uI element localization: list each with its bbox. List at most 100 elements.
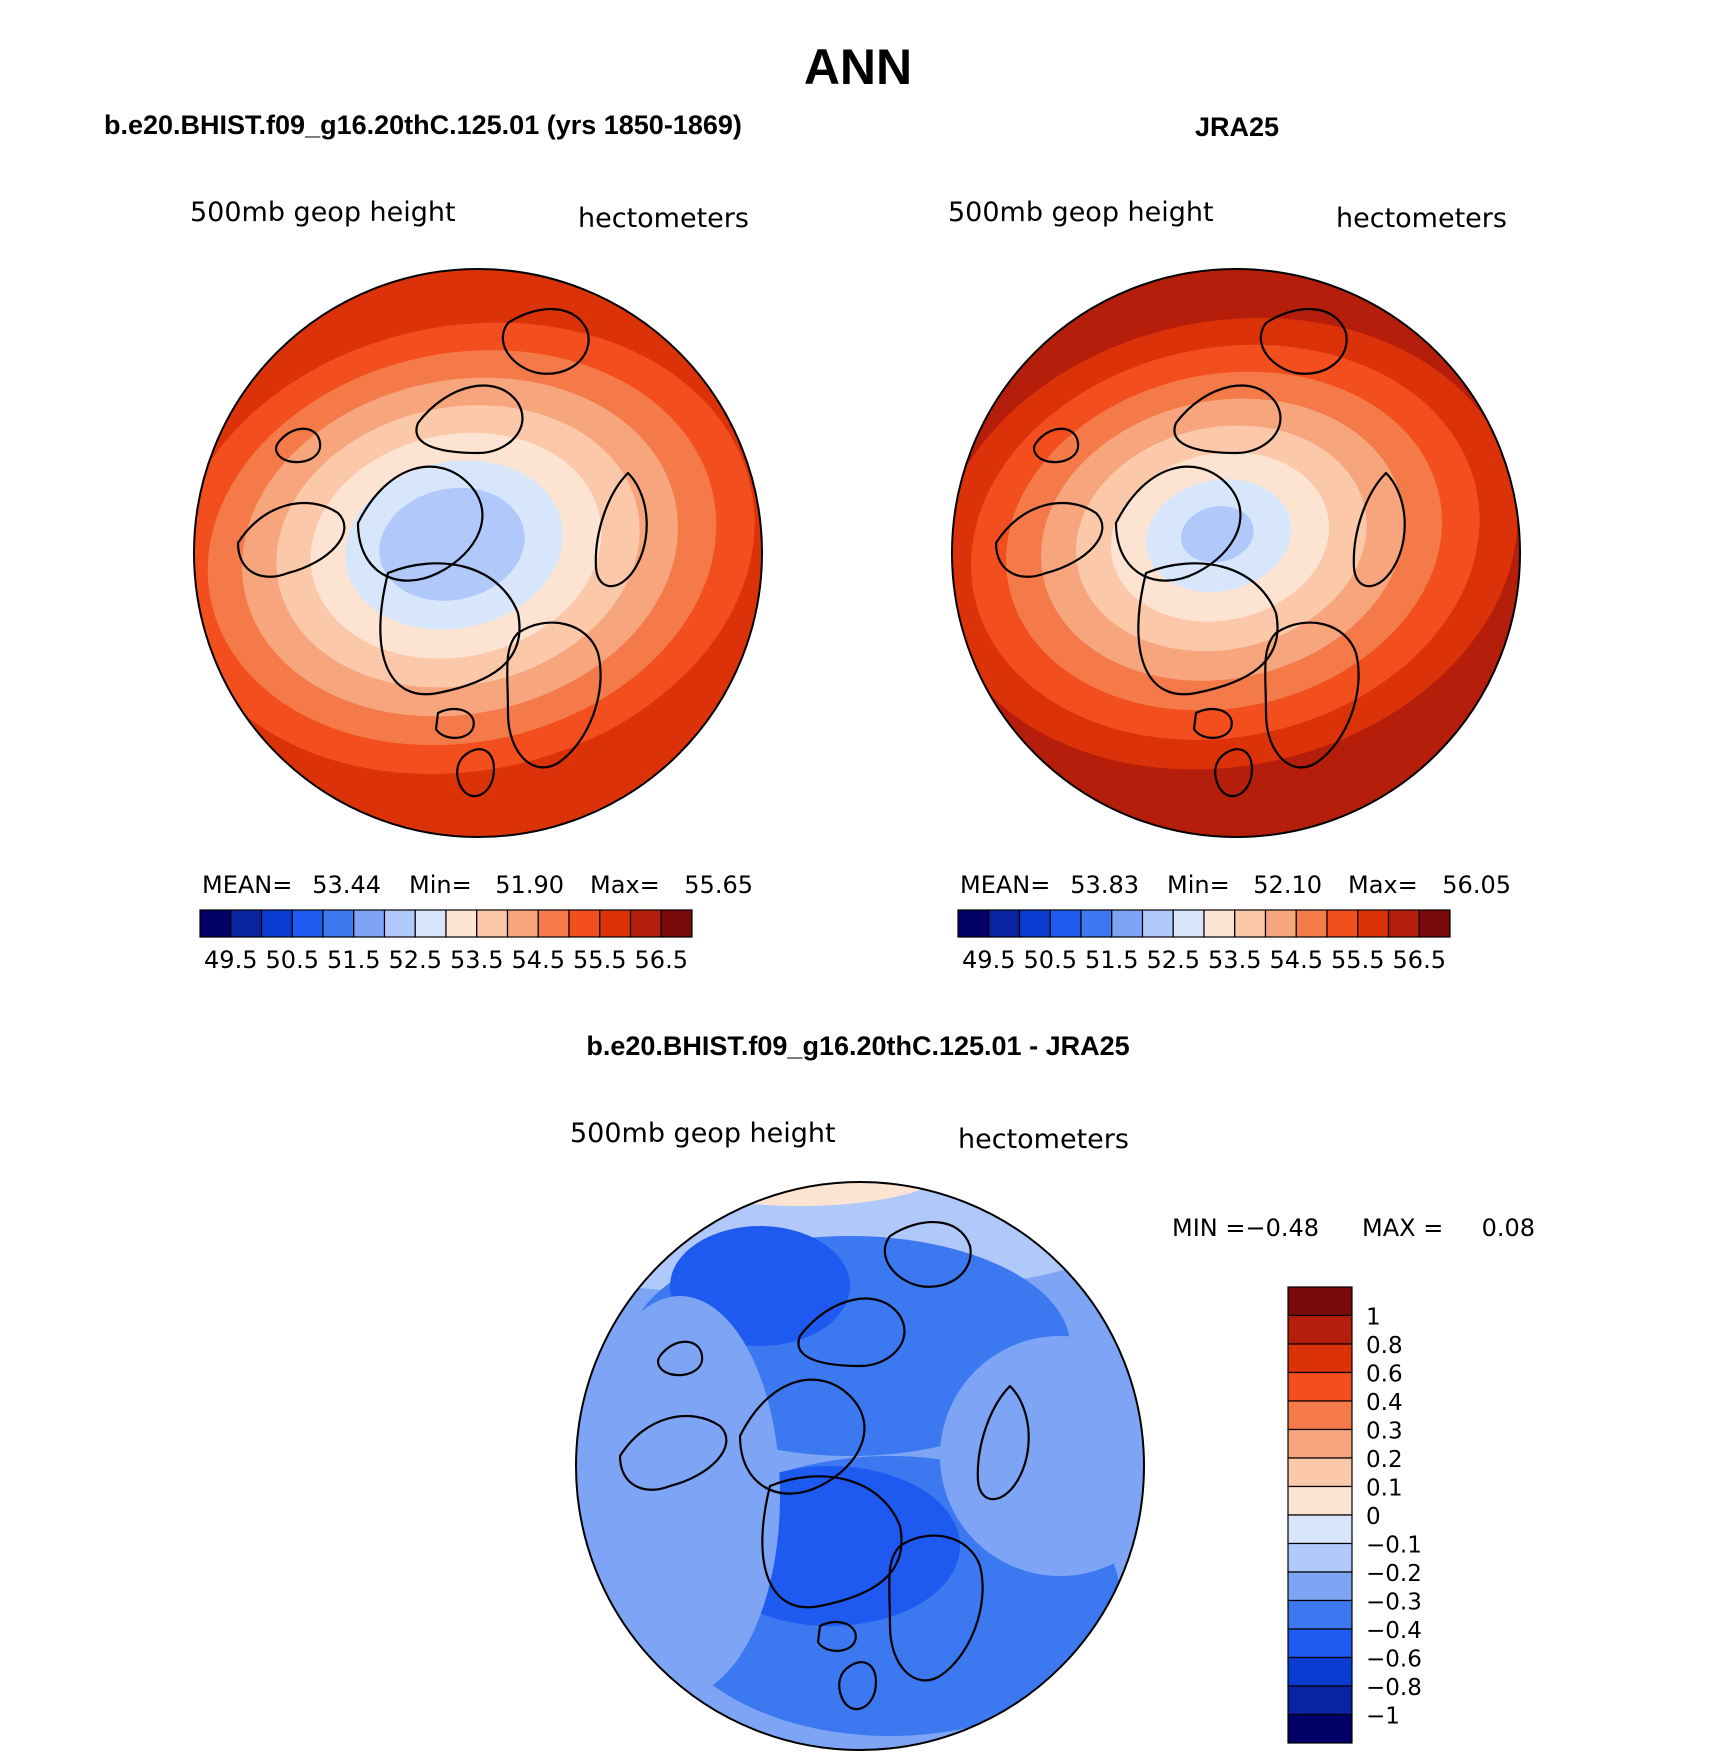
panel-a-map-border bbox=[193, 268, 763, 838]
panel-c-variable: 500mb geop height bbox=[570, 1118, 836, 1149]
panel-a-colorbar-box bbox=[260, 909, 293, 938]
panel-a-colorbar-box bbox=[629, 909, 662, 938]
panel-b-colorbar-tick: 54.5 bbox=[1270, 946, 1323, 974]
panel-a-colorbar-box bbox=[599, 909, 632, 938]
panel-c-colorbar-box bbox=[1287, 1599, 1353, 1630]
panel-a-coastline bbox=[456, 748, 496, 798]
panel-b-min-value: 52.10 bbox=[1253, 871, 1322, 899]
panel-a-contour-band bbox=[413, 515, 487, 572]
panel-a-colorbar-tick: 53.5 bbox=[450, 946, 503, 974]
panel-c-units: hectometers bbox=[958, 1124, 1129, 1155]
panel-a-colorbar-box bbox=[445, 909, 478, 938]
panel-b-contour-band bbox=[1181, 506, 1254, 563]
panel-b-colorbar-box bbox=[1141, 909, 1174, 938]
panel-a-max-label: Max= bbox=[590, 871, 660, 899]
panel-b-min-label: Min= bbox=[1167, 871, 1230, 899]
panel-b-coastline bbox=[994, 501, 1104, 578]
panel-c-colorbar-label: 0.1 bbox=[1366, 1476, 1403, 1502]
panel-a-colorbar-box bbox=[230, 909, 263, 938]
panel-a-colorbar-box bbox=[537, 909, 570, 938]
panel-c-colorbar-box bbox=[1287, 1343, 1353, 1374]
panel-c-coastline bbox=[738, 1378, 866, 1495]
panel-b-colorbar-tick: 50.5 bbox=[1024, 946, 1077, 974]
panel-c-colorbar-label: −0.4 bbox=[1366, 1618, 1422, 1644]
panel-b-colorbar-box bbox=[1418, 909, 1451, 938]
panel-a-max-value: 55.65 bbox=[684, 871, 753, 899]
panel-c-coastline bbox=[816, 1620, 857, 1652]
panel-a-variable: 500mb geop height bbox=[190, 197, 456, 228]
panel-b-mean-label: MEAN= bbox=[960, 871, 1050, 899]
panel-b-colorbar-box bbox=[1264, 909, 1297, 938]
panel-a-coastline bbox=[356, 465, 484, 582]
panel-b-colorbar-box bbox=[1172, 909, 1205, 938]
panel-c-colorbar-label: −0.1 bbox=[1366, 1533, 1422, 1559]
panel-c-colorbar-box bbox=[1287, 1457, 1353, 1488]
panel-a-mean-value: 53.44 bbox=[312, 871, 381, 899]
panel-a-units: hectometers bbox=[578, 203, 749, 234]
panel-c-contour-band bbox=[580, 1296, 780, 1696]
panel-c-coastline bbox=[883, 1220, 972, 1288]
panel-a-colorbar-box bbox=[660, 909, 693, 938]
panel-c-map-border bbox=[575, 1181, 1145, 1751]
panel-a-title: b.e20.BHIST.f09_g16.20thC.125.01 (yrs 18… bbox=[104, 110, 742, 140]
panel-c-min-value: −0.48 bbox=[1245, 1214, 1319, 1242]
panel-b-colorbar-tick: 52.5 bbox=[1147, 946, 1200, 974]
panel-b-coastline bbox=[1173, 384, 1282, 455]
panel-a-coastlines bbox=[236, 307, 648, 798]
panel-a-colorbar-box bbox=[291, 909, 324, 938]
panel-c-colorbar-label: 0.2 bbox=[1366, 1447, 1403, 1473]
panel-c-colorbar-label: −0.6 bbox=[1366, 1647, 1422, 1673]
panel-b-colorbar-box bbox=[1387, 909, 1420, 938]
panel-b-colorbar-box bbox=[1357, 909, 1390, 938]
panel-b-coastline bbox=[1214, 748, 1254, 798]
panel-b-coastline bbox=[1192, 707, 1233, 739]
panel-c-colorbar-box bbox=[1287, 1685, 1353, 1716]
panel-b-colorbar-box bbox=[1203, 909, 1236, 938]
panel-b-coastline bbox=[1264, 621, 1360, 769]
panel-c-colorbar-label: 0 bbox=[1366, 1504, 1381, 1530]
panel-a-coastline bbox=[236, 501, 346, 578]
panel-b-mean-value: 53.83 bbox=[1070, 871, 1139, 899]
panel-c-colorbar-label: −0.3 bbox=[1366, 1590, 1422, 1616]
panel-b-colorbar-box bbox=[1018, 909, 1051, 938]
panel-c-colorbar-box bbox=[1287, 1371, 1353, 1402]
panel-c-colorbar-box bbox=[1287, 1542, 1353, 1573]
panel-a-colorbar-tick: 51.5 bbox=[327, 946, 380, 974]
panel-c-colorbar-box bbox=[1287, 1656, 1353, 1687]
panel-a-colorbar-tick: 52.5 bbox=[389, 946, 442, 974]
panel-c-map bbox=[576, 1182, 1144, 1750]
panel-c-max-value: 0.08 bbox=[1482, 1214, 1535, 1242]
panel-c-coastline bbox=[761, 1475, 903, 1609]
panel-c-coastline bbox=[838, 1661, 878, 1711]
panel-a-coastline bbox=[274, 427, 322, 464]
panel-b-map bbox=[952, 269, 1520, 837]
panel-b-colorbar-tick: 55.5 bbox=[1331, 946, 1384, 974]
panel-a-coastline bbox=[501, 307, 590, 375]
panel-c-coastline bbox=[976, 1384, 1030, 1501]
panel-b-coastline bbox=[1114, 465, 1242, 582]
panel-c-colorbar-box bbox=[1287, 1485, 1353, 1516]
panel-a-colorbar-box bbox=[568, 909, 601, 938]
panel-b-title: JRA25 bbox=[1195, 112, 1279, 142]
panel-b-variable: 500mb geop height bbox=[948, 197, 1214, 228]
panel-c-max-label: MAX = bbox=[1362, 1214, 1443, 1242]
panel-c-colorbar-label: 0.6 bbox=[1366, 1362, 1403, 1388]
panel-b-colorbar-tick: 56.5 bbox=[1393, 946, 1446, 974]
panel-a-coastline bbox=[434, 707, 475, 739]
panel-a-colorbar-box bbox=[199, 909, 232, 938]
season-title: ANN bbox=[804, 39, 912, 95]
panel-c-coastline bbox=[656, 1340, 704, 1377]
panel-b-map-border bbox=[951, 268, 1521, 838]
panel-c-colorbar-label: 0.4 bbox=[1366, 1390, 1403, 1416]
panel-c-colorbar-label: 0.3 bbox=[1366, 1419, 1403, 1445]
panel-a-colorbar-box bbox=[383, 909, 416, 938]
panel-c-colorbar-box bbox=[1287, 1400, 1353, 1431]
panel-c-contour-band bbox=[940, 1336, 1144, 1576]
panel-b-colorbar-box bbox=[1326, 909, 1359, 938]
panel-a-min-label: Min= bbox=[409, 871, 472, 899]
panel-c-coastline bbox=[618, 1414, 728, 1491]
panel-c-title: b.e20.BHIST.f09_g16.20thC.125.01 - JRA25 bbox=[586, 1031, 1129, 1061]
panel-c-colorbar-box bbox=[1287, 1428, 1353, 1459]
panel-b-colorbar-box bbox=[988, 909, 1021, 938]
